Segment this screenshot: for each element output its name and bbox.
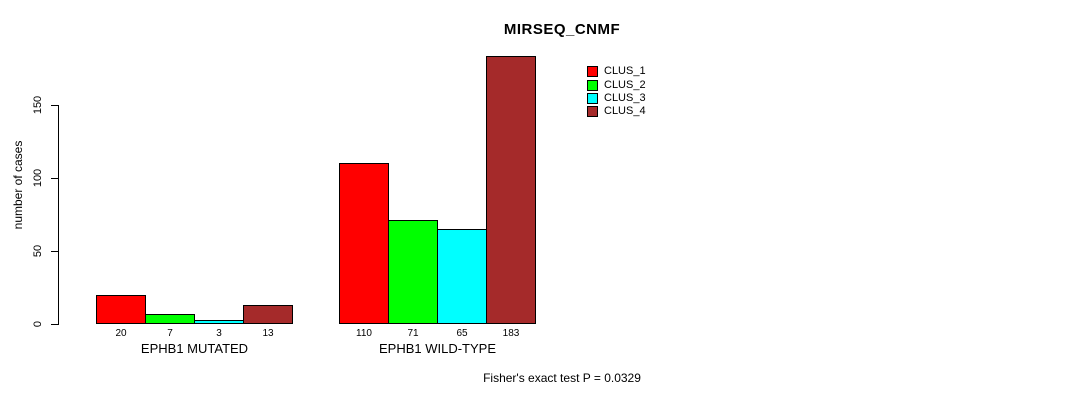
bar-clus_3-1 bbox=[194, 320, 244, 324]
y-axis-tick-label: 150 bbox=[32, 95, 44, 114]
bar-value-label: 7 bbox=[167, 328, 173, 339]
y-axis-tick bbox=[51, 324, 58, 325]
bar-value-label: 20 bbox=[115, 328, 127, 339]
bar-clus_1-1 bbox=[96, 295, 146, 324]
bar-clus_3-2 bbox=[437, 229, 487, 324]
legend: CLUS_1 CLUS_2 CLUS_3 CLUS_4 bbox=[587, 65, 646, 119]
y-axis-tick-label: 50 bbox=[32, 244, 44, 257]
y-axis-tick bbox=[51, 177, 58, 179]
bar-clus_4-1 bbox=[243, 305, 293, 324]
legend-label: CLUS_2 bbox=[604, 78, 646, 91]
y-axis-tick-label: 0 bbox=[32, 320, 44, 328]
chart-title: MIRSEQ_CNMF bbox=[503, 21, 621, 38]
legend-label: CLUS_4 bbox=[604, 105, 646, 118]
legend-label: CLUS_3 bbox=[604, 91, 646, 104]
x-category-label: EPHB1 MUTATED bbox=[140, 341, 249, 356]
y-axis-line bbox=[58, 104, 59, 325]
legend-label: CLUS_1 bbox=[604, 65, 646, 78]
y-axis-tick bbox=[51, 250, 58, 252]
bar-clus_1-2 bbox=[339, 163, 389, 324]
bar-value-label: 71 bbox=[407, 328, 419, 339]
legend-entry: CLUS_4 bbox=[587, 105, 646, 118]
bar-value-label: 183 bbox=[502, 328, 520, 339]
legend-swatch-clus_1 bbox=[587, 66, 598, 78]
legend-swatch-clus_4 bbox=[587, 106, 598, 118]
bar-value-label: 13 bbox=[262, 328, 274, 339]
legend-swatch-clus_3 bbox=[587, 92, 598, 104]
legend-entry: CLUS_1 bbox=[587, 65, 646, 78]
y-axis-tick-label: 100 bbox=[32, 168, 44, 187]
bar-value-label: 65 bbox=[456, 328, 468, 339]
bar-value-label: 110 bbox=[356, 328, 372, 339]
bar-value-label: 3 bbox=[216, 328, 222, 339]
x-category-label: EPHB1 WILD-TYPE bbox=[378, 341, 497, 356]
legend-entry: CLUS_2 bbox=[587, 78, 646, 91]
legend-entry: CLUS_3 bbox=[587, 92, 646, 105]
legend-swatch-clus_2 bbox=[587, 79, 598, 91]
y-axis-label: number of cases bbox=[11, 140, 25, 230]
annotation-text: Fisher's exact test P = 0.0329 bbox=[483, 371, 641, 385]
bar-clus_4-2 bbox=[486, 56, 536, 324]
bar-clus_2-2 bbox=[388, 220, 438, 324]
y-axis-tick bbox=[51, 104, 58, 106]
bar-clus_2-1 bbox=[145, 314, 195, 324]
